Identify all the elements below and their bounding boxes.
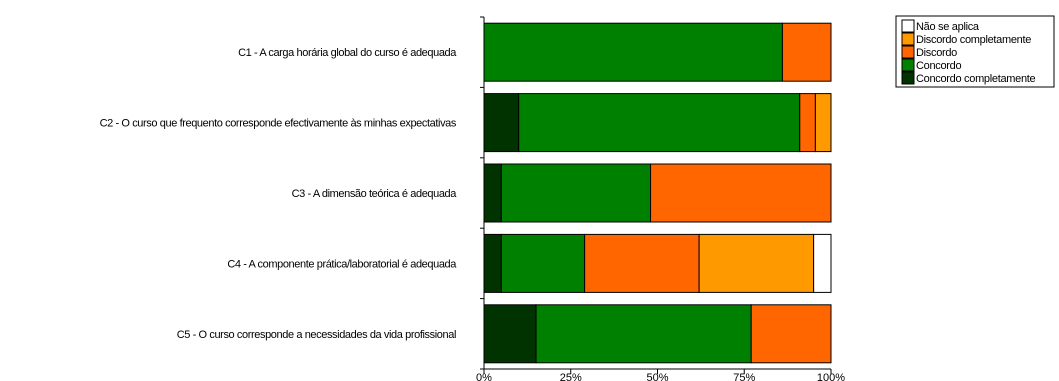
plot-area: [483, 22, 832, 364]
legend-label: Discordo: [916, 47, 957, 59]
category-label: C2 - O curso que frequento corresponde e…: [100, 118, 457, 130]
category-label: C1 - A carga horária global do curso é a…: [238, 47, 457, 59]
legend-label: Não se aplica: [916, 21, 980, 33]
bar-segment-5-discordo: [750, 304, 832, 364]
legend-swatch: [901, 58, 915, 72]
bar-segment-3-concordo-completamente: [483, 163, 502, 223]
bar-segment-5-concordo: [535, 304, 752, 364]
bar-segment-4-n-o-se-aplica: [813, 233, 832, 293]
category-label: C4 - A componente prática/laboratorial é…: [227, 258, 457, 270]
bar-segment-2-discordo: [799, 93, 816, 153]
legend-frame: [895, 15, 1055, 88]
bar-segment-4-concordo-completamente: [483, 233, 502, 293]
bar-segment-1-discordo: [781, 22, 832, 82]
legend-swatch: [901, 71, 915, 85]
legend-swatch: [901, 45, 915, 59]
category-labels: C1 - A carga horária global do curso é a…: [100, 47, 458, 341]
legend-label: Concordo: [916, 60, 961, 72]
legend-label: Discordo completamente: [916, 34, 1031, 46]
x-tick-label: 100%: [817, 372, 845, 381]
bar-segment-1-concordo: [483, 22, 783, 82]
bar-segment-2-discordo-completamente: [814, 93, 832, 153]
bar-segment-3-concordo: [500, 163, 652, 223]
bar-segment-5-concordo-completamente: [483, 304, 537, 364]
x-tick-label: 0%: [476, 372, 492, 381]
legend-swatch: [901, 19, 915, 33]
x-axis: 0% 25% 50% 75% 100%: [476, 16, 845, 381]
bar-segment-2-concordo-completamente: [483, 93, 520, 153]
x-tick-label: 50%: [646, 372, 668, 381]
category-label: C3 - A dimensão teórica é adequada: [292, 188, 458, 200]
bar-segment-3-discordo: [650, 163, 832, 223]
bar-segment-4-discordo: [584, 233, 700, 293]
legend-swatch: [901, 32, 915, 46]
legend-label: Concordo completamente: [916, 73, 1036, 85]
category-label: C5 - O curso corresponde a necessidades …: [177, 329, 456, 341]
x-tick-label: 75%: [733, 372, 755, 381]
bar-segment-2-concordo: [518, 93, 801, 153]
x-tick-label: 25%: [560, 372, 582, 381]
bar-segment-4-concordo: [500, 233, 586, 293]
bar-segment-4-discordo-completamente: [698, 233, 815, 293]
